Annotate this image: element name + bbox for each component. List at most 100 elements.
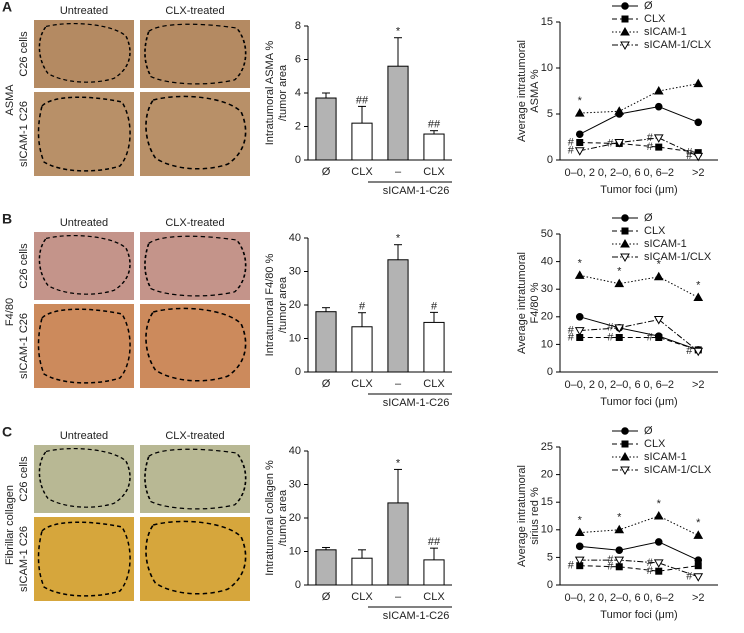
y-axis-label: Average intratumoral: [516, 40, 528, 142]
x-tick-label: CLX: [423, 166, 445, 178]
column-label: Untreated: [60, 430, 108, 442]
row-label: ASMA: [4, 84, 16, 116]
y-axis-label: ASMA %: [529, 69, 541, 113]
bar: [315, 549, 337, 586]
marker: [694, 562, 702, 570]
marker: [653, 271, 664, 281]
group-label: sICAM-1-C26: [383, 185, 450, 197]
y-axis-label: Average intratumoral: [516, 465, 528, 567]
x-tick-label: CLX: [351, 166, 373, 178]
significance-label: #: [686, 345, 693, 357]
series-line: [579, 142, 699, 154]
marker: [614, 139, 625, 148]
legend-label: CLX: [644, 225, 666, 237]
marker: [614, 556, 625, 566]
significance-label: ##: [428, 536, 441, 548]
bar: [351, 122, 373, 161]
legend-marker: [620, 466, 630, 476]
significance-label: #: [607, 137, 614, 149]
series-line: [579, 515, 699, 536]
legend-label: Ø: [644, 425, 653, 437]
marker: [693, 152, 704, 162]
marker: [614, 324, 625, 333]
tumor-outline: [144, 235, 247, 297]
significance-label: #: [568, 145, 575, 157]
significance-label: #: [607, 331, 614, 343]
significance-label: *: [617, 512, 622, 524]
series-line: [579, 316, 699, 351]
bar: [423, 559, 445, 586]
micrograph: [34, 20, 134, 88]
significance-label: *: [578, 514, 583, 526]
y-tick-label: 2: [295, 120, 301, 132]
x-axis-label: Tumor foci (μm): [600, 396, 677, 408]
y-tick-label: 20: [289, 512, 301, 524]
y-axis-label: Average intratumoral: [516, 252, 528, 354]
y-tick-label: 0: [295, 579, 301, 591]
y-tick-label: 10: [541, 338, 553, 350]
significance-label: #: [686, 147, 693, 159]
bar: [423, 321, 445, 373]
y-tick-label: 25: [541, 441, 553, 453]
tumor-outline: [38, 22, 131, 83]
marker: [693, 573, 704, 582]
column-label: Untreated: [60, 5, 108, 17]
significance-label: #: [647, 565, 654, 577]
significance-label: *: [396, 233, 401, 245]
marker: [694, 118, 703, 127]
y-tick-label: 40: [541, 256, 553, 268]
marker: [574, 556, 585, 566]
y-axis-label: /tumor area: [277, 489, 289, 546]
marker: [653, 134, 664, 143]
y-tick-label: 0: [547, 154, 553, 166]
group-label: sICAM-1-C26: [383, 397, 450, 409]
legend-marker: [621, 227, 629, 235]
tumor-outline: [145, 520, 247, 595]
image-row-label: sICAM-1 C26: [18, 101, 30, 167]
y-tick-label: 8: [295, 20, 301, 32]
y-axis-label: /tumor area: [277, 64, 289, 121]
x-tick-label: –: [395, 166, 402, 178]
significance-label: #: [607, 561, 614, 573]
tumor-outline: [37, 521, 131, 597]
x-tick-label: CLX: [423, 378, 445, 390]
tumor-outline: [38, 234, 131, 295]
y-axis-label: /tumor area: [277, 276, 289, 333]
significance-label: #: [607, 322, 614, 334]
y-tick-label: 6: [295, 53, 301, 65]
micrograph: [140, 304, 250, 388]
significance-label: #: [647, 132, 654, 144]
legend-label: sICAM-1/CLX: [644, 464, 712, 476]
marker: [574, 527, 585, 537]
row-label: Fibrillar collagen: [4, 485, 16, 565]
marker: [693, 78, 704, 88]
y-tick-label: 50: [541, 228, 553, 240]
y-tick-label: 0: [547, 366, 553, 378]
legend-label: Ø: [644, 0, 653, 12]
x-tick-label: CLX: [351, 591, 373, 603]
x-tick-label: 0, 6–2: [643, 379, 674, 391]
micrograph: [140, 20, 250, 88]
x-tick-label: 0–0, 2: [564, 592, 595, 604]
marker: [655, 334, 663, 341]
y-tick-label: 30: [289, 478, 301, 490]
marker: [614, 524, 625, 534]
legend-label: sICAM-1: [644, 451, 687, 463]
image-row-label: C26 cells: [18, 456, 30, 502]
significance-label: *: [696, 517, 701, 529]
y-tick-label: 4: [295, 87, 301, 99]
y-tick-label: 20: [289, 299, 301, 311]
marker: [575, 542, 584, 551]
tumor-outline: [37, 96, 131, 172]
y-tick-label: 40: [289, 232, 301, 244]
y-tick-label: 5: [547, 551, 553, 563]
group-label: sICAM-1-C26: [383, 610, 450, 622]
x-tick-label: –: [395, 378, 402, 390]
column-label: CLX-treated: [165, 5, 224, 17]
legend-marker: [620, 451, 630, 461]
significance-label: *: [657, 259, 662, 271]
bar: [315, 311, 337, 373]
image-row-label: sICAM-1 C26: [18, 526, 30, 592]
marker: [575, 313, 584, 321]
y-tick-label: 0: [295, 154, 301, 166]
